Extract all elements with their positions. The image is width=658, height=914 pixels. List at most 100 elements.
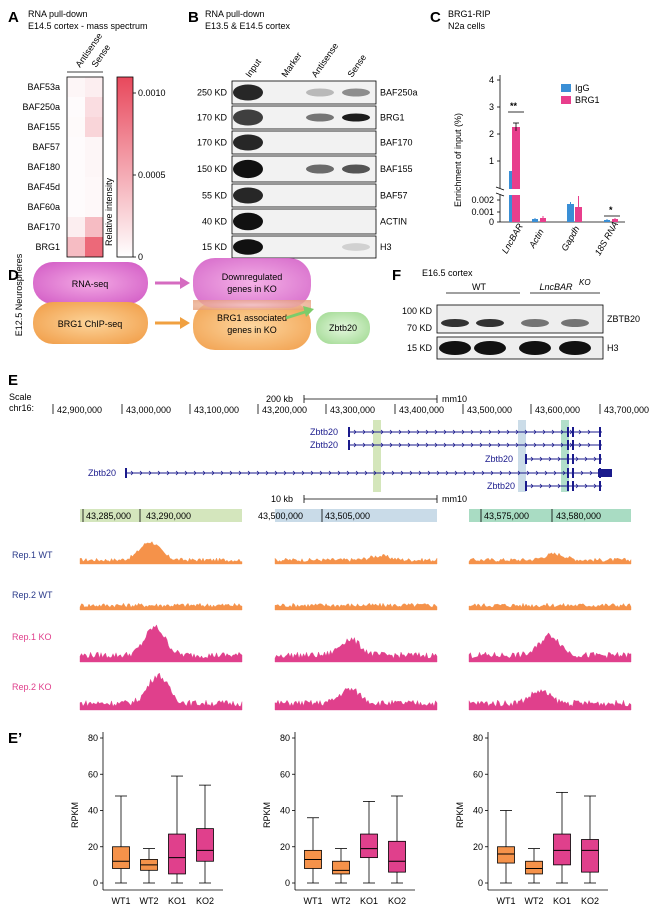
coverage-tracks	[79, 541, 632, 711]
marker-100: 100 KD	[402, 306, 433, 316]
panel-c-title-2: N2a cells	[448, 21, 486, 31]
downregulated-text-2: genes in KO	[227, 284, 277, 294]
sig-lncbar: **	[510, 101, 518, 111]
downregulated-text-1: Downregulated	[222, 272, 283, 282]
box	[388, 840, 406, 873]
panel-a: A RNA pull-down E14.5 cortex - mass spec…	[8, 9, 166, 262]
western-blots-b: 250 KD BAF250a 170 KD BRG1 170 KD BAF170 150 K…	[197, 80, 418, 259]
heatmap-cell	[67, 197, 85, 217]
blot-band	[233, 212, 263, 231]
blot-protein: BAF57	[380, 191, 408, 201]
boxplot-xtick: WT2	[140, 896, 159, 906]
gene-utr	[598, 469, 612, 477]
coverage-track	[274, 687, 438, 711]
coverage-track	[79, 541, 243, 565]
blot-protein: BRG1	[380, 113, 405, 123]
box	[112, 846, 130, 869]
boxplot-ytick: 20	[88, 842, 98, 852]
boxplot-ytick: 0	[285, 878, 290, 888]
blot-strip	[231, 183, 377, 208]
panel-c-xlabel: LncBAR	[500, 221, 525, 255]
blot-protein: ACTIN	[380, 217, 407, 227]
zoom-bar-3	[469, 509, 631, 522]
colorbar-tick-mid: 0.0005	[138, 170, 166, 180]
boxplot-xtick: KO2	[388, 896, 406, 906]
blot-band	[306, 164, 334, 174]
heatmap-row-label: BAF53a	[27, 82, 60, 92]
boxplot-ytick: 20	[473, 842, 483, 852]
gene-exon	[567, 440, 569, 450]
gene-label: Zbtb20	[310, 440, 338, 450]
panel-d-label: D	[8, 267, 19, 284]
heatmap-cell	[85, 177, 103, 197]
lane-antisense: Antisense	[309, 41, 340, 79]
associated-box	[193, 302, 311, 350]
coverage-track	[274, 602, 438, 611]
coverage-track	[79, 602, 243, 611]
panel-b-title-2: E13.5 & E14.5 cortex	[205, 21, 291, 31]
group-wt: WT	[472, 282, 486, 292]
panel-c-title-1: BRG1-RIP	[448, 9, 491, 19]
panel-c-xlabel: Gapdh	[559, 224, 581, 252]
blot-strip	[231, 105, 377, 130]
gene-exon	[567, 454, 569, 464]
blot-band	[342, 243, 370, 251]
blot-band	[233, 134, 263, 151]
blot-marker: 40 KD	[202, 217, 228, 227]
boxplot-xtick: KO1	[360, 896, 378, 906]
rnaseq-text: RNA-seq	[72, 279, 109, 289]
associated-text-2: genes in KO	[227, 325, 277, 335]
heatmap-cell	[67, 117, 85, 137]
blot-band-zbtb20	[521, 319, 549, 327]
zoom-3-b: 43,580,000	[556, 511, 601, 521]
heatmap-row-label: BAF60a	[27, 202, 60, 212]
colorbar-label: Relative intensity	[104, 177, 114, 246]
boxplot-ylabel: RPKM	[70, 802, 80, 828]
boxplot-ytick: 60	[473, 769, 483, 779]
panel-e: E Scale chr16: 200 kb mm10 42,900,000 43,…	[8, 372, 649, 711]
marker-70: 70 KD	[407, 323, 433, 333]
heatmap-row-label: BRG1	[35, 242, 60, 252]
associated-text-1: BRG1 associated	[217, 313, 287, 323]
blot-band-zbtb20	[441, 319, 469, 327]
heatmap-cell	[67, 177, 85, 197]
boxplot-ytick: 60	[88, 769, 98, 779]
legend-brg1-swatch	[561, 96, 571, 104]
colorbar-tick-top: 0.0010	[138, 88, 166, 98]
western-blots-f: 100 KD 70 KD 15 KD ZBTB20 H3	[402, 304, 640, 360]
gene-exon	[572, 427, 574, 437]
heatmap-cell	[85, 157, 103, 177]
chrom-coord: 43,400,000	[399, 405, 444, 415]
marker-15: 15 KD	[407, 343, 433, 353]
legend-igg-swatch	[561, 84, 571, 92]
panel-e-prime: E’ 80 60 40 20 0 RPKM WT1 WT2 KO1 KO2 80 60 40 20 0 RPK…	[8, 730, 608, 906]
panel-c-ytick: 4	[489, 75, 494, 85]
blot-band	[306, 88, 334, 97]
panel-c-xlabel: Actin	[527, 227, 546, 250]
blot-band-zbtb20	[561, 319, 589, 327]
heatmap-row-label: BAF155	[27, 122, 60, 132]
scale-bottom: 10 kb	[271, 494, 293, 504]
boxplot-xtick: KO2	[196, 896, 214, 906]
panel-e-prime-label: E’	[8, 730, 22, 747]
assembly-top: mm10	[442, 394, 467, 404]
gene-models: Zbtb20 Zbtb20 Zbtb20 Zbtb20 Zbtb20	[88, 427, 612, 491]
chrom-coord: 43,000,000	[126, 405, 171, 415]
boxplot-ytick: 40	[88, 806, 98, 816]
bar-lncbar-brg1	[512, 127, 520, 222]
track-label-rep1-ko: Rep.1 KO	[12, 632, 52, 642]
blot-protein: BAF155	[380, 164, 413, 174]
blot-band-h3	[474, 341, 506, 355]
box	[196, 828, 214, 862]
coverage-track	[274, 554, 438, 565]
box	[525, 860, 543, 875]
coverage-track	[79, 672, 243, 711]
blot-marker: 150 KD	[197, 164, 228, 174]
panel-e-label: E	[8, 372, 18, 389]
box	[332, 860, 350, 875]
heatmap-row-label: BAF57	[32, 142, 60, 152]
track-label-rep2-ko: Rep.2 KO	[12, 682, 52, 692]
coverage-track	[274, 637, 438, 663]
